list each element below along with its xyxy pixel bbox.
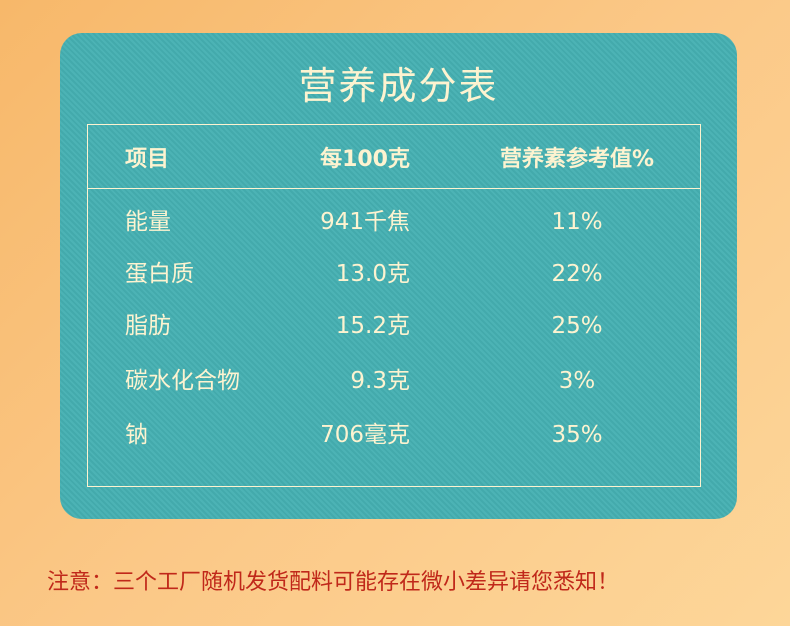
nutrition-card: 营养成分表 项目 每100克 营养素参考值% 能量 941千焦 11% 蛋白质 … [60, 33, 737, 519]
table-header: 项目 每100克 营养素参考值% [88, 145, 700, 175]
row-nrv: 11% [551, 209, 603, 235]
row-item: 能量 [125, 209, 171, 235]
header-divider [88, 188, 700, 189]
table-title: 营养成分表 [298, 64, 499, 108]
table-row: 蛋白质 13.0克 22% [88, 259, 700, 289]
row-item: 碳水化合物 [125, 368, 240, 394]
row-item: 蛋白质 [125, 261, 194, 287]
header-item: 项目 [125, 147, 170, 172]
row-item: 钠 [125, 422, 148, 448]
row-item: 脂肪 [125, 313, 171, 339]
row-per100g: 9.3克 [350, 368, 410, 394]
table-row: 能量 941千焦 11% [88, 207, 700, 237]
row-per100g: 13.0克 [335, 261, 410, 287]
row-nrv: 22% [551, 261, 603, 287]
header-nrv: 营养素参考值% [499, 147, 655, 172]
nutrition-table: 项目 每100克 营养素参考值% 能量 941千焦 11% 蛋白质 13.0克 … [87, 124, 701, 487]
row-per100g: 941千焦 [320, 209, 410, 235]
row-nrv: 25% [551, 313, 603, 339]
table-row: 钠 706毫克 35% [88, 420, 700, 450]
table-row: 碳水化合物 9.3克 3% [88, 366, 700, 396]
header-per100g: 每100克 [320, 147, 410, 172]
row-nrv: 3% [558, 368, 596, 394]
row-per100g: 706毫克 [320, 422, 410, 448]
table-row: 脂肪 15.2克 25% [88, 311, 700, 341]
row-nrv: 35% [551, 422, 603, 448]
factory-note: 注意：三个工厂随机发货配料可能存在微小差异请您悉知！ [47, 570, 620, 595]
row-per100g: 15.2克 [335, 313, 410, 339]
